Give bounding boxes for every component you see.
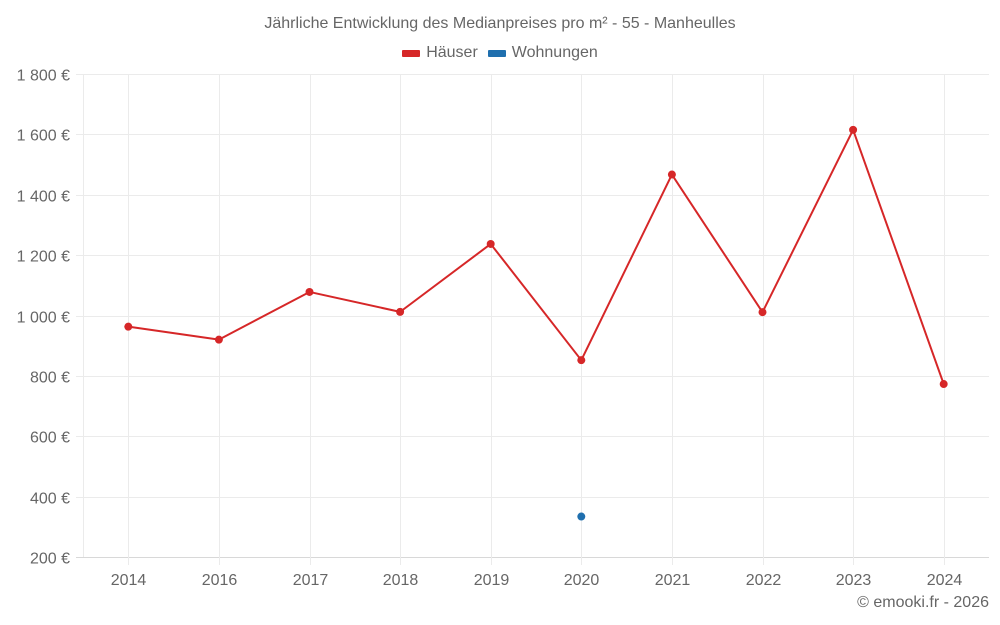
x-tick-label: 2014 (111, 572, 147, 589)
data-point[interactable] (667, 170, 676, 179)
y-axis: 200 € 400 € 600 € 800 € 1 000 € 1 200 € 1 400 … (17, 68, 70, 568)
data-point[interactable] (939, 380, 948, 389)
x-tick-label: 2018 (383, 572, 419, 589)
data-point[interactable] (577, 356, 586, 365)
x-axis: 2014 2016 2017 2018 2019 2020 2021 2022 2023 2024 (111, 572, 963, 589)
x-tick-label: 2022 (746, 572, 782, 589)
legend-item-wohnungen[interactable]: Wohnungen (487, 44, 598, 62)
y-tick-label: 1 400 € (17, 189, 70, 206)
data-point[interactable] (577, 512, 586, 521)
data-point[interactable] (305, 287, 314, 296)
credit-text: © emooki.fr - 2026 (857, 594, 989, 611)
legend-swatch-icon (402, 49, 421, 57)
y-tick-label: 1 800 € (17, 68, 70, 85)
legend-swatch-icon (487, 49, 506, 57)
y-tick-label: 400 € (30, 491, 70, 508)
x-tick-label: 2017 (293, 572, 329, 589)
series-layer (124, 125, 948, 521)
series-line-häuser (128, 128, 945, 385)
x-tick-label: 2023 (836, 572, 872, 589)
y-tick-label: 1 200 € (17, 249, 70, 266)
y-tick-label: 1 600 € (17, 128, 70, 145)
chart-title: Jährliche Entwicklung des Medianpreises … (264, 15, 736, 32)
x-tick-label: 2019 (474, 572, 510, 589)
x-tick-label: 2016 (202, 572, 238, 589)
legend-label: Häuser (426, 44, 478, 61)
legend: Häuser Wohnungen (0, 44, 1000, 62)
data-point[interactable] (214, 335, 223, 344)
legend-label: Wohnungen (511, 44, 598, 61)
data-point[interactable] (124, 322, 133, 331)
y-tick-label: 800 € (30, 370, 70, 387)
legend-item-haeuser[interactable]: Häuser (402, 44, 478, 62)
data-point[interactable] (486, 239, 495, 248)
data-point[interactable] (849, 125, 858, 134)
x-tick-label: 2024 (927, 572, 963, 589)
y-tick-label: 1 000 € (17, 310, 70, 327)
x-tick-label: 2020 (564, 572, 600, 589)
y-tick-label: 600 € (30, 430, 70, 447)
y-tick-label: 200 € (30, 551, 70, 568)
gridlines (76, 74, 989, 565)
data-point[interactable] (396, 307, 405, 316)
x-tick-label: 2021 (655, 572, 691, 589)
data-point[interactable] (758, 308, 767, 317)
